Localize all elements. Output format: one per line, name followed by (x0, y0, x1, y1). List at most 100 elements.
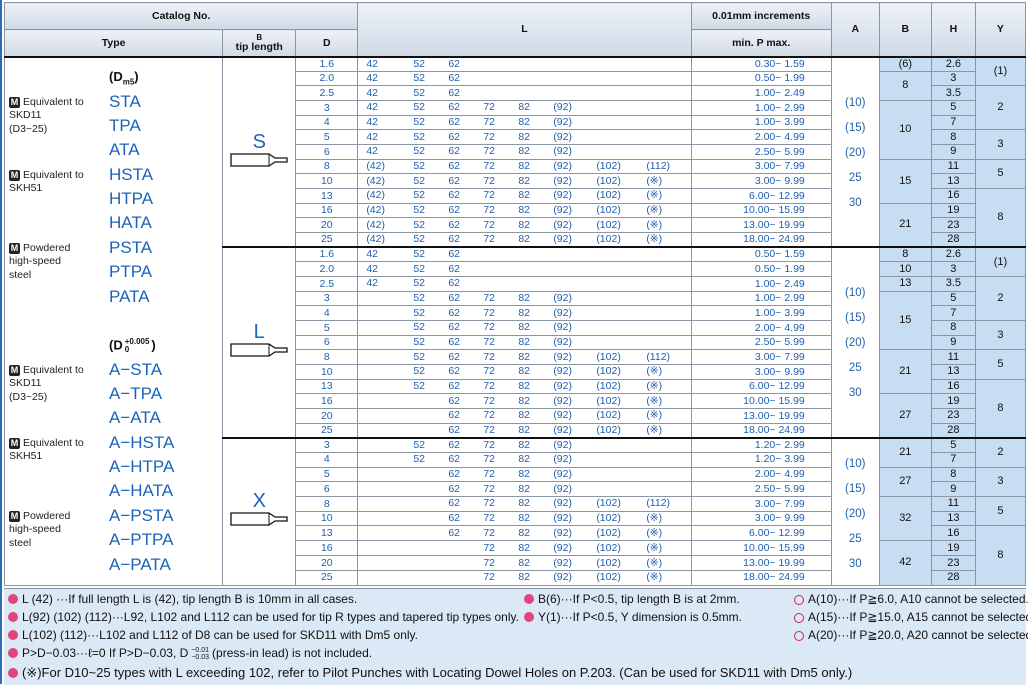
h-cell: 3.5 (930, 85, 976, 102)
notation: (D +0.005 0) (109, 337, 221, 358)
b-cell: 8 (878, 246, 932, 263)
l-value: (92) (553, 321, 572, 334)
l-value: 62 (448, 71, 460, 84)
l-value: 52 (413, 248, 425, 261)
l-value: 62 (448, 453, 460, 466)
y-cell: 5 (974, 495, 1027, 527)
table-row: 2.0 42 52 62 0.50~ 1.99 10 3 (5, 261, 1026, 277)
desc-line: M Equivalent to (9, 437, 109, 451)
l-value: 52 (413, 453, 425, 466)
l-value: 72 (483, 365, 495, 378)
l-value: (92) (553, 218, 572, 231)
desc-line: steel (9, 269, 109, 283)
note-icon (8, 594, 18, 604)
l-value: (42) (366, 189, 385, 202)
spec-table: Catalog No. L 0.01mm increments A B H Y … (3, 2, 1027, 586)
material: M Equivalent to SKD11 (D3~25) STA TPA ATA (6, 90, 221, 163)
l-value: 82 (518, 409, 530, 422)
notation-pre: (D (109, 68, 123, 84)
l-value: (102) (596, 556, 621, 569)
l-value: 42 (366, 101, 378, 114)
l-cell: 42 52 62 (357, 275, 692, 292)
d-cell: 2.0 (295, 70, 359, 87)
d-cell: 20 (295, 217, 359, 233)
l-value: 72 (483, 482, 495, 495)
l-value: 72 (483, 233, 495, 246)
p-cell: 0.30~ 1.59 (690, 55, 832, 72)
l-cell: 42 52 62 (357, 261, 692, 277)
desc-line: (D3~25) (9, 123, 109, 137)
material-desc: M Powdered high-speed steel (6, 236, 109, 309)
p-cell: 6.00~ 12.99 (690, 378, 832, 395)
d-cell: 3 (295, 100, 359, 116)
note-text: A(15)···If P≧15.0, A15 cannot be selecte… (808, 610, 1028, 624)
h-cell: 19 (930, 393, 976, 409)
l-value: (※) (646, 174, 663, 187)
material: M Equivalent to SKH51 A−HSTA A−HTPA A−HATA (6, 431, 221, 504)
a-value: (10) (845, 96, 866, 109)
l-value: 82 (518, 571, 530, 584)
note-press: P>D−0.03···ℓ=0 If P>D−0.03, D −0.01 −0.03(… (8, 646, 372, 661)
a-value: 25 (848, 362, 862, 375)
desc-text: (D3~25) (9, 390, 48, 403)
l-row: 62 72 82 (92) (102) (※) (359, 409, 690, 422)
l-value: 82 (518, 174, 530, 187)
l-value: 82 (518, 160, 530, 173)
type-header: Type (3, 29, 224, 57)
l-value: 52 (413, 233, 425, 246)
table-row: 6 62 72 82 (92) 2.50~ 5.99 9 (5, 481, 1026, 497)
tip-cell: X (222, 436, 297, 586)
d-cell: 2.5 (295, 275, 359, 292)
l-cell: (42) 52 62 72 82 (92) (102) (※) (357, 217, 692, 233)
type-code: PSTA (109, 237, 153, 257)
l-value: 62 (448, 101, 460, 114)
l-row: 52 62 72 82 (92) (359, 321, 690, 334)
press-sub: −0.03 (191, 653, 210, 661)
type-box: (Dm5) M Equivalent to SKD11 (D3~25) STA TPA ATA… (6, 58, 222, 584)
l-value: 62 (448, 189, 460, 202)
l-value: 62 (448, 438, 460, 451)
material: M Powdered high-speed steel A−PSTA A−PTPA A−PA… (6, 504, 221, 577)
l-value: 82 (518, 116, 530, 129)
l-value: (※) (646, 233, 663, 246)
pin-icon (230, 343, 288, 357)
l-value: (92) (553, 233, 572, 246)
h-cell: 2.6 (930, 246, 976, 263)
p-cell: 1.00~ 2.49 (690, 275, 832, 292)
a-list: (10) (15) (20) 25 30 (832, 440, 878, 584)
p-cell: 3.00~ 9.99 (690, 173, 832, 189)
a-cell: (10) (15) (20) 25 30 (830, 246, 880, 439)
l-cell: (42) 52 62 72 82 (92) (102) (※) (357, 173, 692, 189)
l-value: 62 (448, 306, 460, 319)
l-row: 62 72 82 (92) (359, 467, 690, 481)
l-value: 72 (483, 116, 495, 129)
p-cell: 2.00~ 4.99 (690, 129, 832, 146)
y-cell: 2 (974, 436, 1027, 468)
l-cell: 52 62 72 82 (92) (357, 290, 692, 307)
l-value: 62 (448, 321, 460, 334)
note-icon (524, 594, 534, 604)
l-value: 82 (518, 204, 530, 217)
table-row: 8 (42) 52 62 72 82 (92) (102) (112) 3.00~ 7.99 15 1… (5, 158, 1027, 204)
note-icon (794, 595, 804, 605)
p-cell: 0.50~ 1.99 (690, 70, 832, 87)
l-row: 42 52 62 (359, 87, 690, 100)
l-row: (42) 52 62 72 82 (92) (102) (※) (359, 189, 690, 202)
l-value: 72 (483, 541, 495, 554)
h-cell: 11 (930, 349, 976, 365)
d-cell: 8 (295, 495, 359, 512)
b-cell: 15 (878, 290, 932, 351)
l-value: 62 (448, 467, 460, 480)
l-cell: 42 52 62 (357, 85, 692, 102)
press-post: (press-in lead) is not included. (212, 646, 373, 660)
material: M Equivalent to SKD11 (D3~25) A−STA A−TPA A−AT… (6, 358, 221, 431)
l-value: 62 (448, 482, 460, 495)
p-cell: 13.00~ 19.99 (690, 555, 832, 571)
l-value: 62 (448, 409, 460, 422)
notation-sub: 0 (124, 344, 130, 354)
l-value: (92) (553, 482, 572, 495)
l-value: 52 (413, 57, 425, 70)
desc-line: M Powdered (9, 242, 109, 256)
l-value: 42 (366, 277, 378, 290)
notes: L (42) ···If full length L is (42), tip … (4, 588, 1028, 685)
